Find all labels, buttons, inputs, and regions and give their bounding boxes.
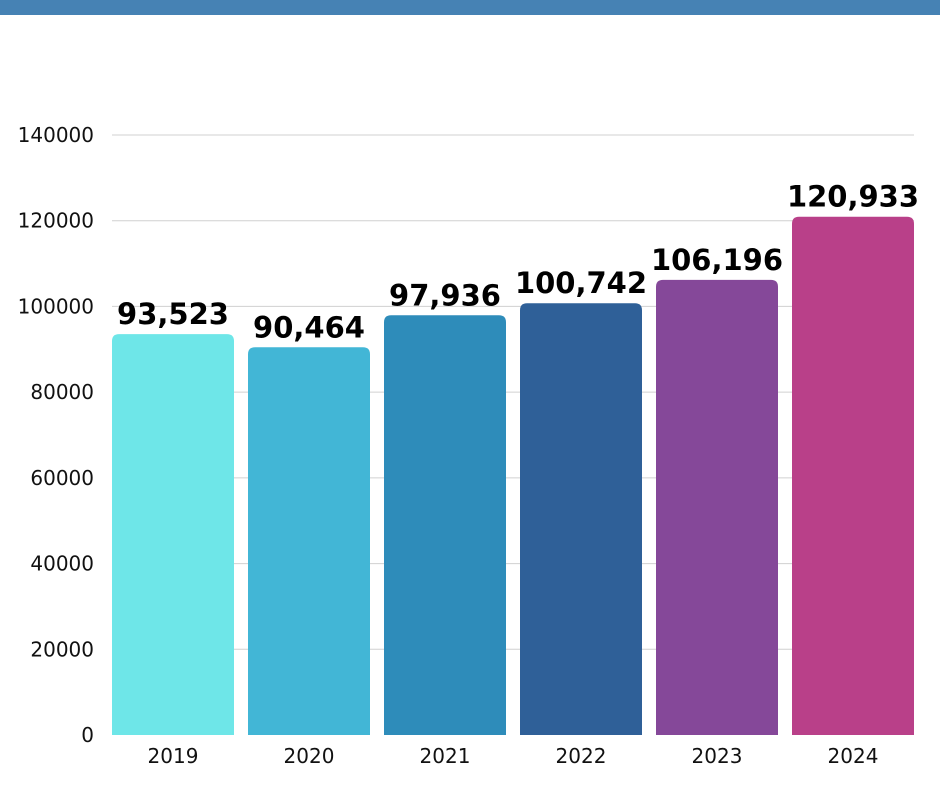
x-tick-label-2023: 2023 bbox=[692, 744, 743, 768]
x-tick-label-2024: 2024 bbox=[828, 744, 879, 768]
x-tick-label-2019: 2019 bbox=[148, 744, 199, 768]
x-tick-label-2021: 2021 bbox=[420, 744, 471, 768]
grid-lines bbox=[112, 134, 914, 650]
y-tick-label: 40000 bbox=[30, 552, 94, 576]
data-label-2019: 93,523 bbox=[117, 297, 229, 331]
bar-2024 bbox=[792, 216, 914, 736]
bar-2021 bbox=[384, 315, 506, 735]
bar-2019 bbox=[112, 334, 234, 735]
y-tick-label: 60000 bbox=[30, 466, 94, 490]
x-axis-ticks: 2019 2020 2021 2022 2023 2024 bbox=[148, 744, 879, 768]
x-tick-label-2020: 2020 bbox=[284, 744, 335, 768]
y-tick-label: 20000 bbox=[30, 637, 94, 661]
data-label-2021: 97,936 bbox=[389, 278, 501, 312]
bar-2022 bbox=[520, 303, 642, 735]
y-tick-label: 0 bbox=[81, 723, 94, 747]
y-tick-label: 100000 bbox=[18, 294, 94, 318]
y-tick-label: 140000 bbox=[18, 123, 94, 147]
top-accent-bar bbox=[0, 0, 940, 15]
y-tick-label: 120000 bbox=[18, 209, 94, 233]
data-label-2020: 90,464 bbox=[253, 310, 365, 344]
y-tick-label: 80000 bbox=[30, 380, 94, 404]
data-label-2022: 100,742 bbox=[515, 266, 647, 300]
x-tick-label-2022: 2022 bbox=[556, 744, 607, 768]
bar-2020 bbox=[248, 347, 370, 735]
data-label-2024: 120,933 bbox=[787, 180, 919, 214]
data-label-2023: 106,196 bbox=[651, 243, 783, 277]
y-axis-ticks: 0 20000 40000 60000 80000 100000 120000 140000 bbox=[18, 123, 94, 747]
bar-2023 bbox=[656, 279, 778, 735]
bars bbox=[112, 216, 914, 736]
